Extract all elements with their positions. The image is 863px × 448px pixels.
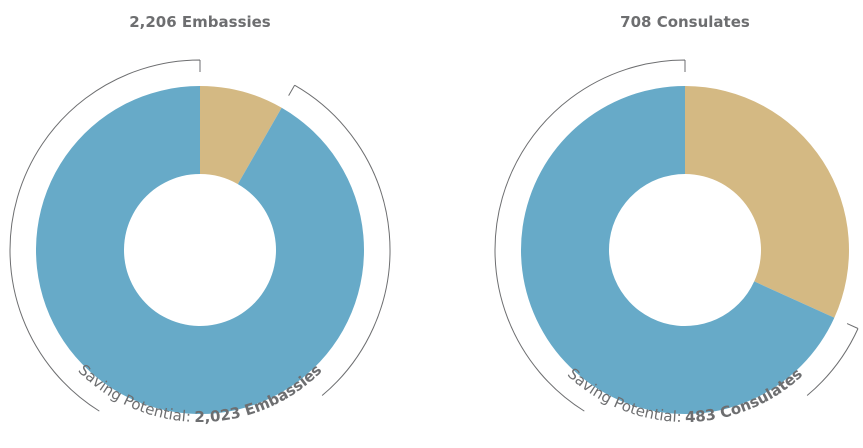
donut-segment [521, 86, 835, 415]
bracket [806, 323, 859, 396]
bracket [9, 59, 201, 412]
chart-title: 2,206 Embassies [129, 13, 271, 31]
donut-segment [685, 86, 850, 318]
bracket [494, 59, 686, 412]
bracket [288, 84, 391, 396]
chart-title: 708 Consulates [620, 13, 750, 31]
donut-segment [35, 86, 364, 414]
donut-segment [200, 86, 282, 185]
